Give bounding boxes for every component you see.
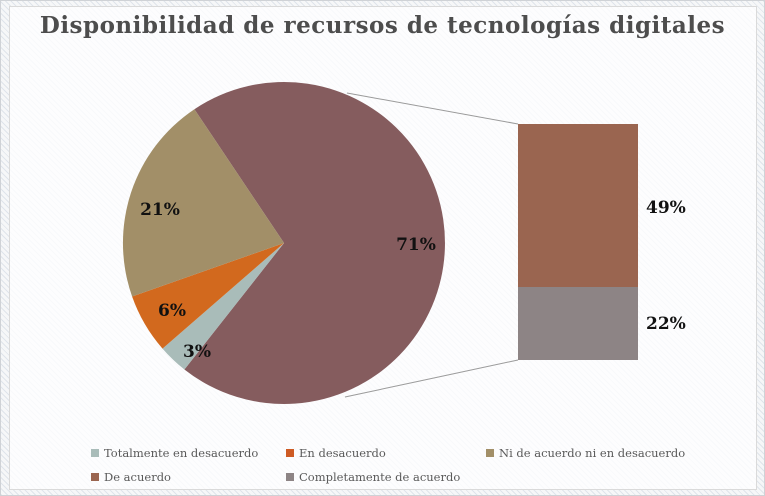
pie-label-6: 6% <box>158 301 186 321</box>
bar-label-22: 22% <box>646 314 686 334</box>
legend-item-totalmente-en-desacuerdo: Totalmente en desacuerdo <box>91 446 258 460</box>
legend-label: De acuerdo <box>104 470 171 484</box>
legend-label: En desacuerdo <box>299 446 386 460</box>
legend-swatch-completamente-de-acuerdo-icon <box>286 473 294 481</box>
legend-swatch-en-desacuerdo-icon <box>286 449 294 457</box>
pie-label-21: 21% <box>140 200 180 220</box>
pie-slice-aggregate-acuerdo <box>184 81 445 404</box>
legend-label: Completamente de acuerdo <box>299 470 461 484</box>
connector-line-top <box>346 92 519 125</box>
bar-segment-de-acuerdo <box>518 124 638 287</box>
pie-slice-ni-acuerdo-ni-desacuerdo <box>122 109 284 297</box>
legend-swatch-totalmente-en-desacuerdo-icon <box>91 449 99 457</box>
legend-label: Ni de acuerdo ni en desacuerdo <box>499 446 686 460</box>
chart-title: Disponibilidad de recursos de tecnología… <box>39 12 726 39</box>
legend-item-completamente-de-acuerdo: Completamente de acuerdo <box>286 470 460 484</box>
bar-label-49: 49% <box>646 198 686 218</box>
legend-item-de-acuerdo: De acuerdo <box>91 470 171 484</box>
pie-label-71: 71% <box>396 235 436 255</box>
legend-item-en-desacuerdo: En desacuerdo <box>286 446 386 460</box>
pie-slice-totalmente-en-desacuerdo <box>162 243 284 370</box>
pie-slice-en-desacuerdo <box>132 243 284 349</box>
legend-swatch-de-acuerdo-icon <box>91 473 99 481</box>
bar-segment-completamente-de-acuerdo <box>518 287 638 360</box>
legend-item-ni-acuerdo-ni-desacuerdo: Ni de acuerdo ni en desacuerdo <box>486 446 685 460</box>
legend-label: Totalmente en desacuerdo <box>104 446 259 460</box>
legend-swatch-ni-acuerdo-icon <box>486 449 494 457</box>
pie-label-3: 3% <box>183 342 211 362</box>
connector-line-bottom <box>344 359 519 398</box>
